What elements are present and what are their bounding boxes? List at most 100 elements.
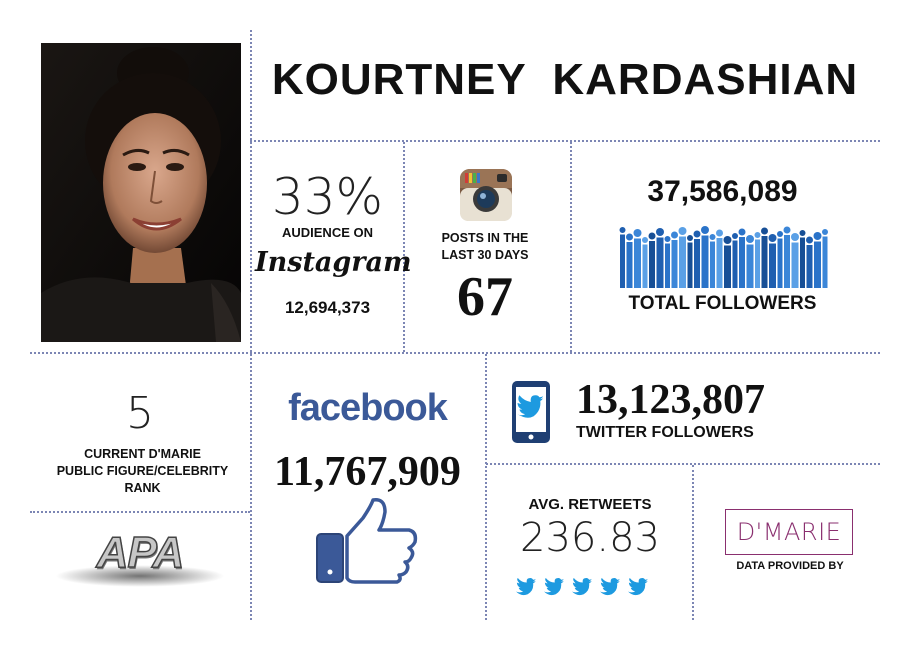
apa-logo: APA xyxy=(96,527,185,578)
portrait-illustration xyxy=(41,43,241,342)
twitter-bird-icon xyxy=(572,578,592,596)
crowd-person-head xyxy=(768,234,777,242)
crowd-person-body xyxy=(642,244,648,288)
dmarie-logo: D'MARIE xyxy=(725,509,853,555)
crowd-person-head xyxy=(656,228,664,236)
crowd-person-body xyxy=(687,242,693,288)
crowd-person-body xyxy=(626,242,633,288)
avg-retweets-value: 236.83 xyxy=(520,515,660,561)
crowd-person-body xyxy=(620,234,625,288)
crowd-icon xyxy=(618,222,828,288)
crowd-person-body xyxy=(777,238,783,288)
crowd-person-body xyxy=(649,241,655,288)
crowd-person-body xyxy=(716,238,723,288)
twitter-birds-row xyxy=(514,578,649,598)
page-title: KOURTNEY KARDASHIAN xyxy=(271,55,859,104)
crowd-person-body xyxy=(724,245,731,288)
divider-vertical-instagram xyxy=(403,142,405,352)
crowd-person-head xyxy=(701,226,709,234)
crowd-person-body xyxy=(665,243,670,288)
instagram-audience-percent: 33% xyxy=(271,168,384,226)
crowd-person-body xyxy=(755,239,760,288)
avg-retweets-label: AVG. RETWEETS xyxy=(528,496,652,513)
divider-vertical-posts xyxy=(570,142,572,352)
crowd-person-head xyxy=(619,227,626,233)
crowd-person-body xyxy=(679,236,686,288)
twitter-followers-count: 13,123,807 xyxy=(576,377,765,423)
crowd-person-head xyxy=(822,229,828,235)
crowd-person-head xyxy=(664,236,671,242)
crowd-person-head xyxy=(732,233,738,239)
crowd-person-body xyxy=(784,235,790,288)
twitter-bird-icon xyxy=(628,578,648,596)
divider-horizontal-middle xyxy=(30,352,880,354)
twitter-bird-icon xyxy=(516,578,536,596)
crowd-person-head xyxy=(709,234,716,240)
divider-horizontal-top xyxy=(250,140,880,142)
total-followers-count: 37,586,089 xyxy=(647,175,798,208)
divider-vertical-provider xyxy=(692,465,694,620)
rank-label-line-1: CURRENT D'MARIE xyxy=(84,447,201,461)
crowd-person-body xyxy=(791,242,799,288)
rank-label: CURRENT D'MARIE PUBLIC FIGURE/CELEBRITY … xyxy=(35,446,250,497)
rank-label-line-3: RANK xyxy=(124,481,161,495)
profile-photo xyxy=(41,43,241,342)
crowd-person-body xyxy=(822,236,828,288)
crowd-person-head xyxy=(671,231,678,239)
crowd-person-head xyxy=(642,237,648,243)
crowd-person-head xyxy=(716,229,723,237)
divider-vertical-left xyxy=(250,30,252,620)
instagram-posts-count: 67 xyxy=(457,266,513,328)
total-followers-label: TOTAL FOLLOWERS xyxy=(628,293,817,314)
instagram-followers-count: 12,694,373 xyxy=(284,298,371,317)
rank-label-line-2: PUBLIC FIGURE/CELEBRITY xyxy=(56,464,229,478)
instagram-camera-icon xyxy=(459,168,513,222)
crowd-person-head xyxy=(761,227,768,235)
crowd-person-body xyxy=(732,240,738,288)
crowd-person-body xyxy=(769,243,776,288)
crowd-person-head xyxy=(633,229,642,237)
crowd-person-body xyxy=(701,235,709,288)
crowd-person-head xyxy=(791,233,799,241)
crowd-person-head xyxy=(754,232,761,238)
thumbs-up-icon xyxy=(315,498,419,584)
instagram-posts-label: POSTS IN THE LAST 30 DAYS xyxy=(441,231,529,262)
crowd-person-head xyxy=(648,232,656,240)
divider-horizontal-twitter xyxy=(486,463,880,465)
crowd-person-body xyxy=(739,237,745,288)
divider-vertical-facebook xyxy=(485,354,487,620)
crowd-person-head xyxy=(738,228,746,236)
twitter-bird-icon xyxy=(544,578,564,596)
crowd-person-body xyxy=(656,237,664,288)
crowd-person-head xyxy=(799,230,806,236)
crowd-person-body xyxy=(694,239,700,288)
crowd-person-head xyxy=(813,232,822,240)
crowd-person-head xyxy=(687,235,693,241)
crowd-person-body xyxy=(634,238,641,288)
crowd-person-head xyxy=(678,227,687,235)
crowd-person-head xyxy=(723,236,732,244)
crowd-person-body xyxy=(746,244,754,288)
crowd-person-body xyxy=(761,236,768,288)
phone-twitter-icon xyxy=(511,380,551,444)
crowd-person-body xyxy=(671,240,678,288)
instagram-audience-label: AUDIENCE ON xyxy=(281,225,373,240)
twitter-followers-label: TWITTER FOLLOWERS xyxy=(576,424,754,441)
crowd-person-head xyxy=(783,226,791,234)
crowd-person-body xyxy=(710,241,715,288)
facebook-wordmark: facebook xyxy=(288,387,448,429)
crowd-person-head xyxy=(806,236,813,244)
crowd-person-body xyxy=(806,245,813,288)
facebook-followers-count: 11,767,909 xyxy=(274,449,461,495)
crowd-person-head xyxy=(626,233,633,241)
instagram-wordmark: Instagram xyxy=(255,247,412,278)
crowd-person-head xyxy=(693,230,701,238)
apa-logo-shadow xyxy=(55,565,225,587)
crowd-person-body xyxy=(800,237,805,288)
rank-value: 5 xyxy=(126,388,154,439)
crowd-person-body xyxy=(814,241,821,288)
crowd-person-head xyxy=(746,235,754,243)
divider-horizontal-rank xyxy=(30,511,250,513)
crowd-person-head xyxy=(777,231,783,237)
twitter-bird-icon xyxy=(600,578,620,596)
